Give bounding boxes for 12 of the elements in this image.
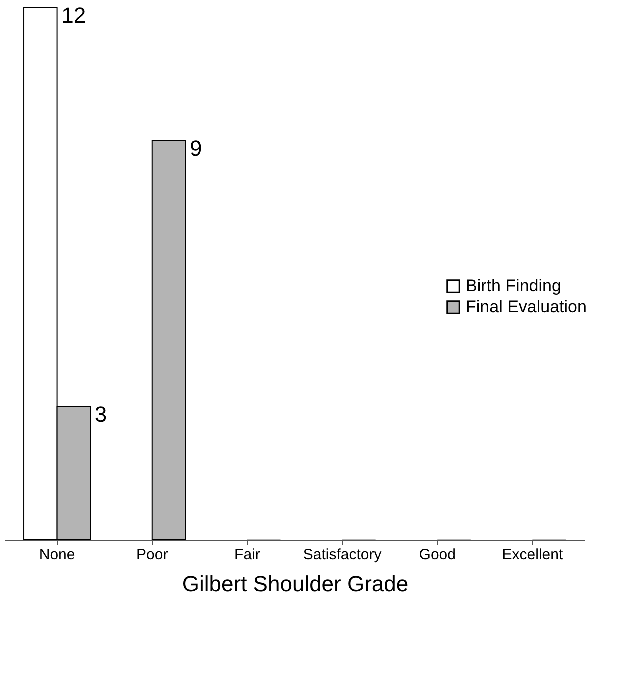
data-label: 3 — [94, 402, 108, 427]
data-label: 12 — [62, 3, 86, 28]
x-tick-label: Poor — [136, 546, 168, 564]
x-tick-label: Satisfactory — [303, 546, 382, 564]
data-label: 9 — [190, 136, 202, 161]
x-tick-label: Good — [419, 546, 456, 564]
x-tick-label: None — [39, 546, 76, 564]
x-axis-title: Gilbert Shoulder Grade — [182, 572, 409, 596]
legend-label: Final Evaluation — [466, 298, 587, 316]
x-tick-label: Fair — [234, 546, 260, 564]
x-tick-label: Excellent — [502, 546, 564, 564]
legend-label: Birth Finding — [466, 276, 562, 296]
